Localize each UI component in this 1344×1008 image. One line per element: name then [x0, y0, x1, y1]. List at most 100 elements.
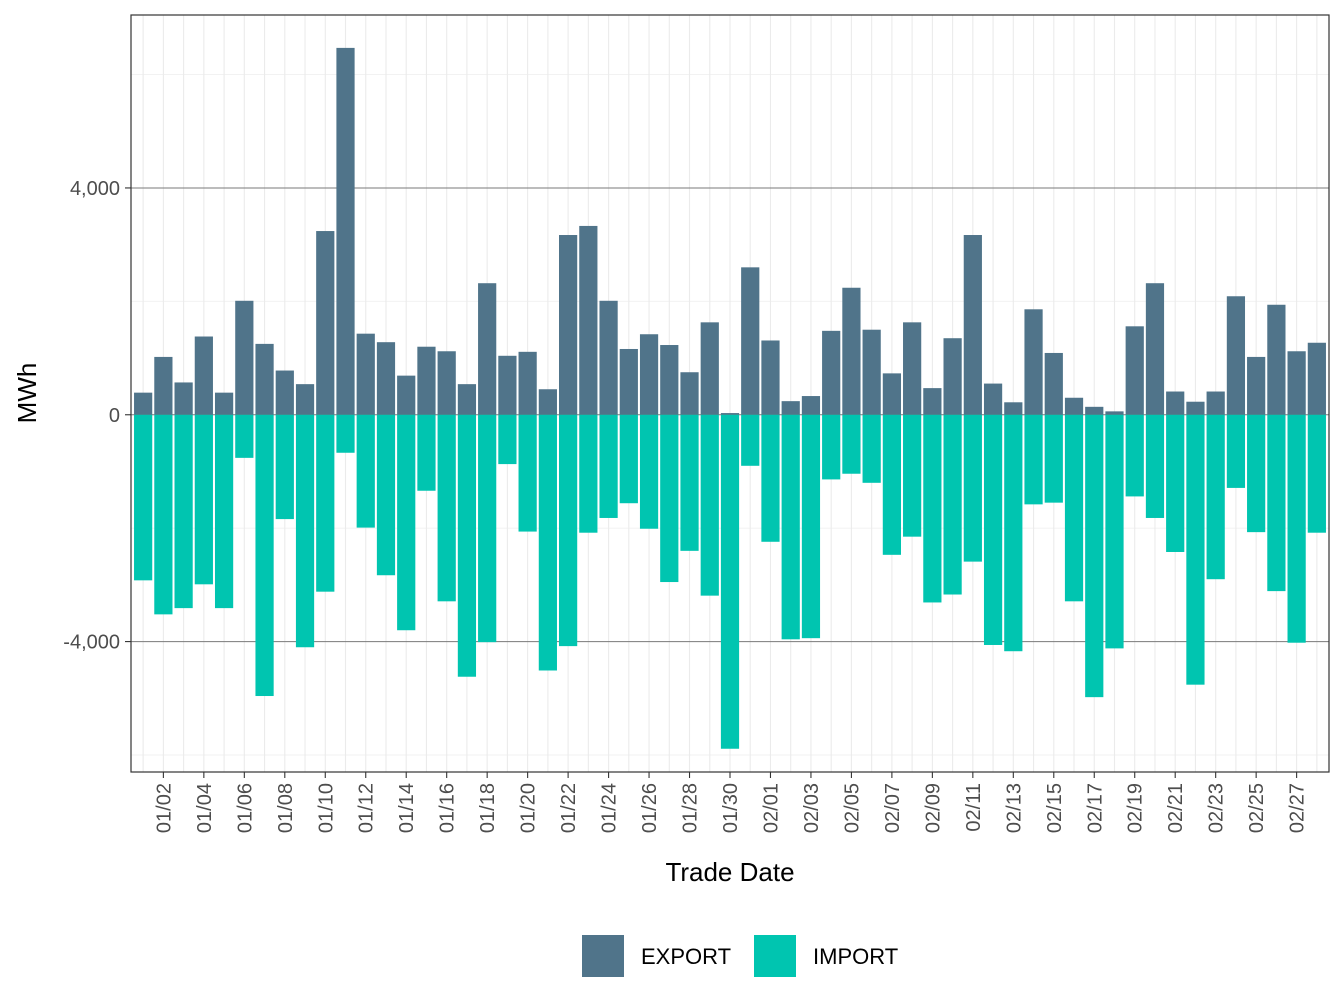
bar-export-01-27: [660, 345, 679, 415]
bar-import-01-29: [700, 414, 719, 596]
bar-export-01-17: [457, 384, 477, 415]
bar-import-02-24: [1226, 414, 1246, 488]
x-tick-label: 01/22: [558, 783, 580, 833]
bar-export-02-28: [1307, 342, 1326, 415]
bar-import-02-05: [842, 414, 861, 474]
bar-import-01-31: [741, 414, 760, 466]
x-tick-label: 02/21: [1165, 783, 1187, 833]
bar-import-01-21: [538, 414, 557, 671]
bar-import-01-14: [397, 414, 416, 631]
bar-export-01-15: [417, 346, 436, 415]
bar-import-01-06: [235, 414, 254, 458]
bar-import-01-01: [134, 414, 153, 581]
x-tick-label: 01/10: [315, 783, 337, 833]
bar-export-01-02: [154, 356, 173, 415]
y-axis: -4,000 0 4,000: [63, 178, 131, 654]
bar-import-02-11: [963, 414, 982, 562]
bar-import-01-25: [619, 414, 638, 504]
x-tick-label: 02/09: [922, 783, 944, 833]
x-tick-label: 02/27: [1287, 783, 1309, 833]
x-tick-label: 02/03: [801, 783, 823, 833]
bar-import-01-26: [639, 414, 659, 529]
bar-export-01-08: [275, 370, 294, 415]
bar-export-01-26: [639, 334, 659, 415]
bar-import-02-04: [822, 414, 841, 480]
bar-import-02-14: [1024, 414, 1043, 505]
bar-import-01-11: [336, 414, 355, 453]
x-tick-label: 01/08: [275, 783, 297, 833]
bar-import-02-18: [1105, 414, 1124, 649]
bar-import-02-23: [1206, 414, 1225, 580]
x-tick-label: 02/07: [882, 783, 904, 833]
legend: EXPORT IMPORT: [582, 935, 898, 977]
x-tick-label: 01/06: [234, 783, 256, 833]
bar-export-01-03: [174, 382, 193, 415]
bar-export-02-24: [1226, 296, 1246, 415]
x-tick-label: 02/11: [963, 783, 985, 832]
bar-export-01-22: [559, 235, 578, 415]
y-axis-title: MWh: [12, 363, 42, 424]
bar-export-02-11: [963, 235, 982, 415]
bar-import-02-06: [862, 414, 881, 483]
bar-export-02-05: [842, 287, 861, 415]
bar-export-01-21: [538, 389, 557, 415]
bar-import-01-28: [680, 414, 699, 551]
bar-import-02-22: [1186, 414, 1205, 685]
bar-export-01-16: [437, 351, 456, 415]
bar-export-01-14: [397, 375, 416, 415]
bar-export-02-20: [1145, 283, 1165, 415]
x-tick-label: 01/20: [518, 783, 540, 833]
bar-export-02-10: [943, 338, 962, 415]
bar-export-02-15: [1044, 352, 1063, 415]
bar-import-02-01: [761, 414, 780, 542]
x-tick-label: 01/14: [396, 783, 418, 833]
bar-export-02-16: [1064, 397, 1084, 415]
bar-export-02-22: [1186, 401, 1205, 415]
bar-import-02-28: [1307, 414, 1326, 533]
bar-export-01-25: [619, 348, 638, 415]
bar-import-01-05: [214, 414, 234, 609]
x-tick-label: 02/23: [1206, 783, 1228, 833]
legend-label-import: IMPORT: [813, 944, 898, 969]
bar-export-02-17: [1085, 406, 1104, 415]
bar-import-01-20: [518, 414, 537, 532]
bar-import-02-08: [903, 414, 922, 537]
bar-export-01-30: [720, 413, 740, 415]
bar-import-02-09: [923, 414, 942, 603]
y-tick-label: 4,000: [70, 178, 120, 200]
bar-import-02-07: [882, 414, 901, 555]
bar-import-02-20: [1145, 414, 1165, 518]
x-tick-label: 02/15: [1044, 783, 1066, 833]
bar-import-01-18: [478, 414, 497, 643]
bar-import-02-02: [781, 414, 800, 640]
bar-import-02-16: [1064, 414, 1084, 602]
y-tick-label: 0: [109, 405, 120, 427]
x-tick-label: 01/24: [599, 783, 621, 833]
bar-import-01-19: [498, 414, 517, 465]
bar-export-01-13: [376, 342, 396, 415]
bar-import-01-30: [720, 414, 740, 749]
bar-export-01-04: [194, 336, 213, 415]
x-tick-label: 02/05: [841, 783, 863, 833]
bar-export-01-10: [316, 231, 335, 415]
x-tick-label: 02/13: [1003, 783, 1025, 833]
legend-label-export: EXPORT: [641, 944, 731, 969]
x-tick-label: 01/28: [680, 783, 702, 833]
bar-export-02-03: [801, 396, 821, 415]
bar-import-02-25: [1247, 414, 1266, 533]
bar-export-01-19: [498, 355, 517, 415]
bar-import-01-09: [295, 414, 315, 648]
bar-import-01-23: [579, 414, 598, 533]
bar-export-02-12: [983, 383, 1003, 415]
bar-export-01-12: [356, 333, 375, 415]
x-axis: 01/02 01/04 01/06 01/08 01/10 01/12 01/14 01/16…: [153, 772, 1309, 833]
bar-import-02-17: [1085, 414, 1104, 698]
bar-export-01-07: [255, 343, 274, 415]
bar-import-02-21: [1166, 414, 1185, 552]
bar-import-01-02: [154, 414, 173, 615]
bar-import-01-04: [194, 414, 213, 585]
bar-import-01-16: [437, 414, 456, 602]
bar-export-02-09: [923, 388, 942, 415]
y-tick-label: -4,000: [63, 632, 120, 654]
